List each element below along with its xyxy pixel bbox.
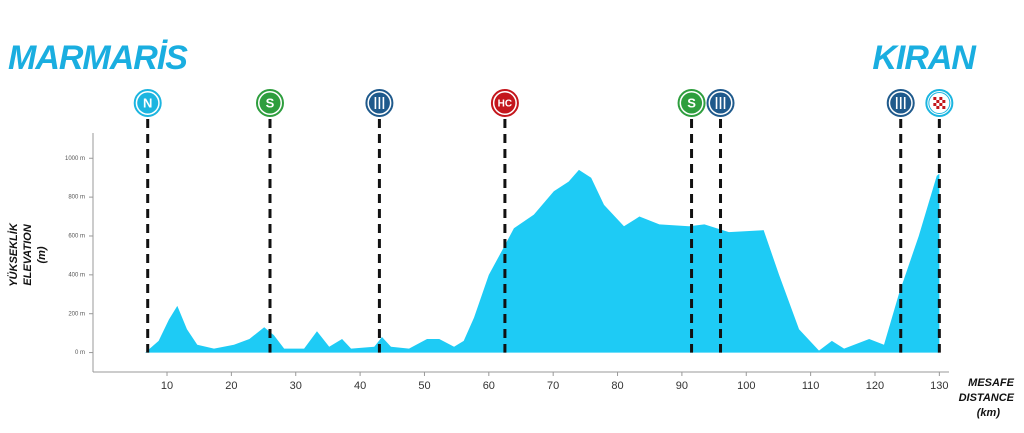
finish-name: KIRAN — [872, 39, 977, 77]
finish-check — [939, 97, 943, 100]
marker-disc — [681, 92, 703, 114]
y-tick-label: 400 m — [68, 272, 85, 278]
x-tick-label: 10 — [161, 380, 173, 392]
x-tick-label: 20 — [225, 380, 237, 392]
finish-check — [942, 100, 946, 103]
marker: S — [255, 89, 284, 117]
x-tick-label: 80 — [611, 380, 623, 392]
y-tick-label: 600 m — [68, 234, 85, 240]
elevation-area — [145, 169, 940, 353]
x-tick-label: 40 — [354, 380, 366, 392]
marker: HC — [490, 89, 519, 117]
x-label: (km) — [977, 407, 1001, 419]
y-label: ELEVATION — [22, 223, 34, 285]
x-tick-label: 60 — [483, 380, 495, 392]
marker: N — [133, 89, 162, 117]
marker-disc — [137, 92, 159, 114]
x-tick-label: 110 — [802, 380, 820, 392]
x-tick-label: 90 — [676, 380, 688, 392]
x-label: DISTANCE — [959, 392, 1015, 404]
marker: S — [677, 89, 706, 117]
marker-disc — [259, 92, 281, 114]
finish-check — [942, 106, 946, 109]
x-tick-label: 30 — [290, 380, 302, 392]
y-tick-label: 800 m — [68, 195, 85, 201]
y-tick-label: 1000 m — [65, 156, 85, 162]
marker-label: S — [266, 95, 275, 110]
marker — [925, 89, 954, 117]
marker-label: HC — [498, 99, 512, 110]
finish-check — [933, 103, 937, 106]
finish-check — [936, 100, 940, 103]
x-tick-label: 120 — [866, 380, 884, 392]
y-label: YÜKSEKLİK — [7, 222, 20, 287]
y-axis-title: YÜKSEKLİK ELEVATION (m) — [7, 222, 48, 287]
y-label: (m) — [36, 246, 48, 263]
x-tick-label: 70 — [547, 380, 559, 392]
marker-disc — [494, 92, 516, 114]
x-tick-label: 130 — [930, 380, 948, 392]
x-label: MESAFE — [968, 377, 1015, 389]
marker — [886, 89, 915, 117]
finish-check — [936, 106, 940, 109]
marker — [365, 89, 394, 117]
y-tick-label: 0 m — [75, 350, 85, 356]
marker-label: S — [687, 95, 696, 110]
finish-check — [939, 103, 943, 106]
start-name: MARMARİS — [8, 39, 188, 77]
marker-label: N — [143, 95, 152, 110]
marker — [706, 89, 735, 117]
x-tick-label: 100 — [737, 380, 755, 392]
y-tick-label: 200 m — [68, 311, 85, 317]
finish-check — [933, 97, 937, 100]
x-tick-label: 50 — [418, 380, 430, 392]
